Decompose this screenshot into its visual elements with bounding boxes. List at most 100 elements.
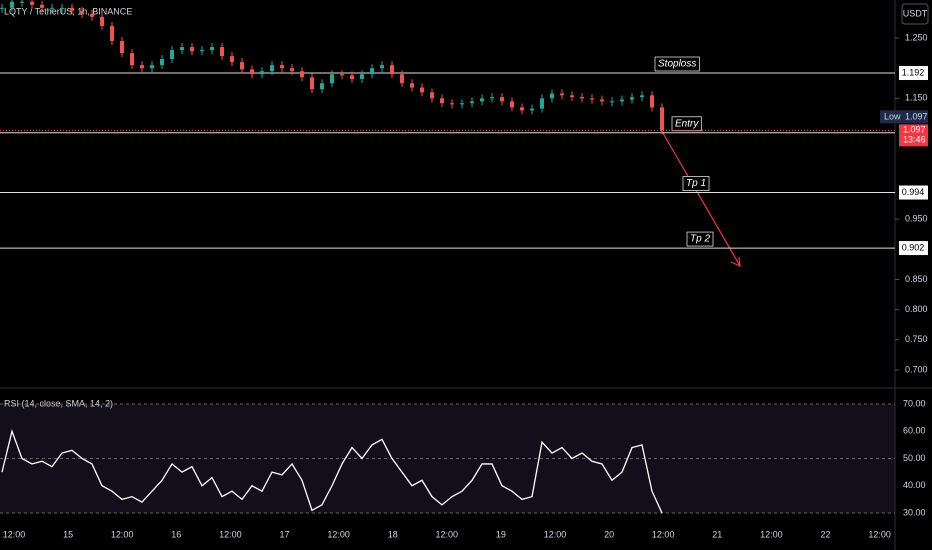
candle-body [160,59,164,66]
candle-body [600,99,604,102]
time-label: 12:00 [868,529,891,539]
level-name-box [654,56,700,72]
candle-body [550,93,554,99]
level-value: 0.994 [902,187,925,197]
candle-body [90,13,94,17]
time-label: 12:00 [652,529,675,539]
currency-button[interactable] [901,3,929,25]
candle-body [660,107,664,131]
candle-body [330,74,334,84]
candle-body [210,47,214,51]
arrow-head [730,256,741,267]
candle-body [50,7,54,9]
candle-body [40,4,44,8]
time-label: 22 [820,529,830,539]
level-tag [899,185,928,200]
candle-body [630,97,634,100]
candle-body [270,65,274,72]
level-name: Tp 1 [686,178,706,189]
low-badge [880,110,928,124]
currency-label[interactable]: USDT [903,8,928,18]
candle-body [310,77,314,90]
candle-body [530,108,534,111]
time-label: 12:00 [219,529,242,539]
time-label: 15 [63,529,73,539]
candle-body [150,65,154,69]
candle-body [380,65,384,69]
candle-body [560,93,564,96]
price-tick-label: 0.800 [905,304,928,314]
level-value: 0.902 [902,242,925,252]
price-tick-label: 1.150 [905,93,928,103]
candle-body [100,16,104,26]
candle-body [280,65,284,69]
candle-body [590,98,594,100]
level-value: 1.192 [902,67,925,77]
time-label: 19 [496,529,506,539]
candle-body [460,103,464,105]
price-tick-label: 0.950 [905,213,928,223]
level-name-box [682,176,710,191]
time-label: 12:00 [436,529,459,539]
price-badge [899,124,928,147]
level-tag [899,241,928,256]
candle-body [120,41,124,54]
rsi-tick-label: 70.00 [903,398,926,408]
candle-body [240,62,244,70]
candle-body [410,83,414,88]
candle-body [520,107,524,111]
candle-body [30,1,34,5]
time-label: 18 [388,529,398,539]
candle-body [60,7,64,9]
candle-body [200,50,204,52]
low-label: Low [884,112,901,122]
level-name-box [671,116,702,132]
time-label: 12:00 [327,529,350,539]
price-tick-label: 0.750 [905,334,928,344]
candle-body [470,101,474,104]
candle-body [620,99,624,102]
candle-body [340,74,344,76]
time-label: 12:00 [111,529,134,539]
candle-body [430,92,434,99]
candle-body [390,65,394,75]
candle-body [540,98,544,109]
rsi-line [1,429,663,514]
candle-body [580,97,584,99]
low-value: 1.097 [905,112,928,122]
rsi-tick-label: 50.00 [903,453,926,463]
time-label: 17 [279,529,289,539]
level-tag [899,66,928,81]
projection-arrow [659,127,741,267]
rsi-title: RSI (14, close, SMA, 14, 2) [4,398,113,408]
candle-body [80,10,84,14]
level-name: Stoploss [658,59,696,70]
level-name: Tp 2 [690,234,710,245]
price-value: 1.097 [903,125,926,135]
candle-body [220,47,224,57]
candle-body [70,7,74,11]
candle-body [350,75,354,80]
candle-body [110,25,114,42]
candle-body [10,1,14,8]
time-label: 20 [604,529,614,539]
candle-body [190,47,194,52]
candle-body [250,69,254,75]
price-tick-label: 0.850 [905,274,928,284]
candle-body [0,7,4,9]
candle-body [360,74,364,80]
candle-body [300,71,304,78]
candle-body [130,53,134,66]
countdown: 13:46 [903,135,926,145]
candle-body [320,83,324,90]
candle-body [510,101,514,108]
candle-body [290,68,294,72]
candle-body [640,95,644,98]
time-label: 12:00 [3,529,26,539]
candle-body [610,101,614,103]
candle-body [440,98,444,104]
candle-body [420,87,424,93]
time-label: 16 [171,529,181,539]
candle-body [230,56,234,63]
